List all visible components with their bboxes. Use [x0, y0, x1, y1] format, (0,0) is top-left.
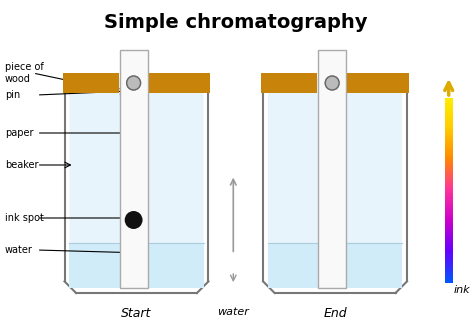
Text: Simple chromatography: Simple chromatography [103, 13, 367, 32]
Text: piece of
wood: piece of wood [5, 62, 44, 84]
Ellipse shape [125, 211, 143, 229]
Text: ink spot: ink spot [5, 213, 44, 223]
Bar [261, 73, 317, 93]
Bar [148, 73, 210, 93]
Bar [63, 73, 118, 93]
Text: End: End [323, 307, 347, 320]
Circle shape [325, 76, 339, 90]
FancyBboxPatch shape [120, 50, 147, 288]
FancyBboxPatch shape [268, 243, 402, 288]
Circle shape [127, 76, 141, 90]
Text: water: water [5, 245, 33, 255]
Text: beaker: beaker [5, 160, 38, 170]
Bar [347, 73, 409, 93]
FancyBboxPatch shape [268, 78, 402, 288]
Text: paper: paper [5, 128, 34, 138]
FancyBboxPatch shape [318, 50, 346, 288]
Text: pin: pin [5, 90, 20, 100]
Text: ink: ink [454, 285, 470, 295]
Text: water: water [218, 307, 249, 317]
FancyBboxPatch shape [70, 78, 203, 288]
Text: Start: Start [121, 307, 152, 320]
FancyBboxPatch shape [70, 243, 203, 288]
